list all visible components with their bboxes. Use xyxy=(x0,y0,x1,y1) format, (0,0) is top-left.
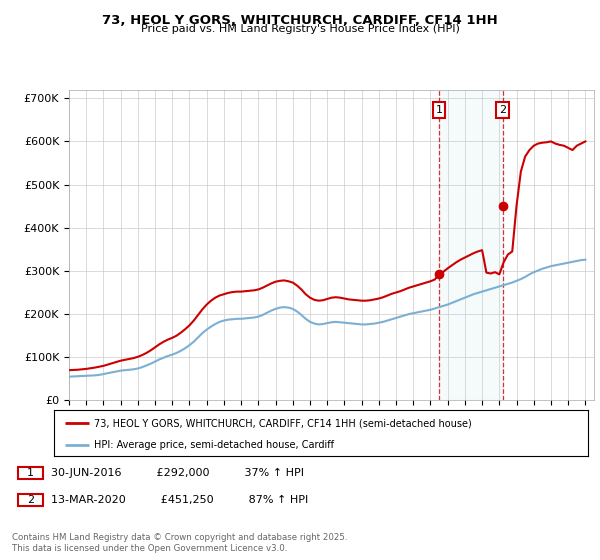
Text: HPI: Average price, semi-detached house, Cardiff: HPI: Average price, semi-detached house,… xyxy=(94,440,334,450)
Text: 73, HEOL Y GORS, WHITCHURCH, CARDIFF, CF14 1HH (semi-detached house): 73, HEOL Y GORS, WHITCHURCH, CARDIFF, CF… xyxy=(94,418,472,428)
Text: Contains HM Land Registry data © Crown copyright and database right 2025.
This d: Contains HM Land Registry data © Crown c… xyxy=(12,533,347,553)
Text: Price paid vs. HM Land Registry's House Price Index (HPI): Price paid vs. HM Land Registry's House … xyxy=(140,24,460,34)
Text: 2: 2 xyxy=(499,105,506,115)
Text: 1: 1 xyxy=(27,468,34,478)
Text: 2: 2 xyxy=(27,495,34,505)
Bar xyxy=(439,90,503,400)
Text: 13-MAR-2020          £451,250          87% ↑ HPI: 13-MAR-2020 £451,250 87% ↑ HPI xyxy=(51,495,308,505)
Text: 73, HEOL Y GORS, WHITCHURCH, CARDIFF, CF14 1HH: 73, HEOL Y GORS, WHITCHURCH, CARDIFF, CF… xyxy=(102,14,498,27)
Text: 1: 1 xyxy=(436,105,443,115)
Text: 30-JUN-2016          £292,000          37% ↑ HPI: 30-JUN-2016 £292,000 37% ↑ HPI xyxy=(51,468,304,478)
